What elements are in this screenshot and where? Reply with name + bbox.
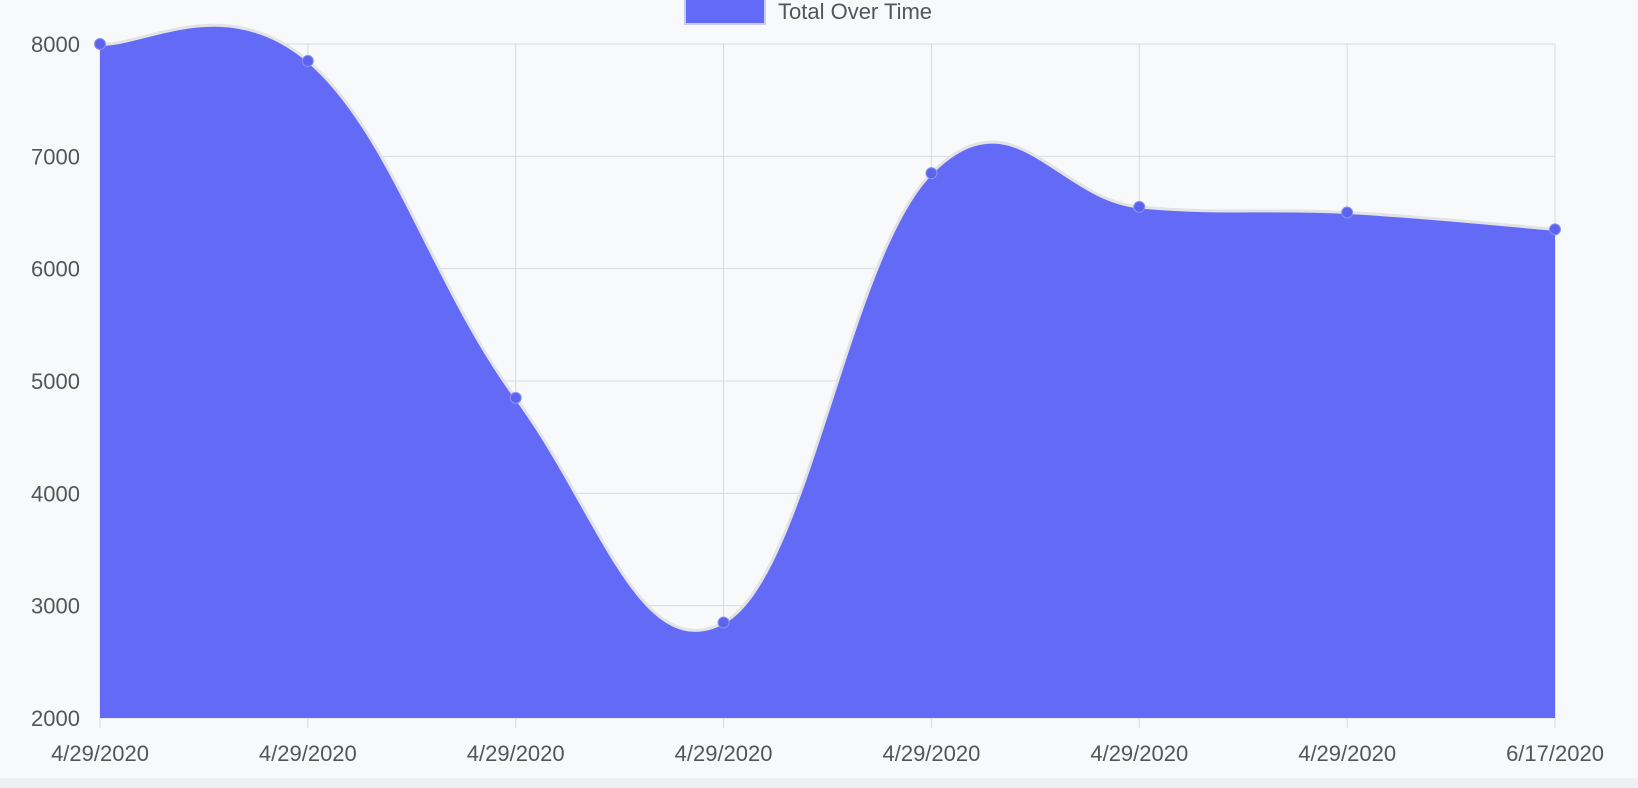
x-tick-label: 4/29/2020 <box>1090 741 1188 766</box>
x-tick-label: 4/29/2020 <box>259 741 357 766</box>
y-tick-label: 5000 <box>31 369 80 394</box>
data-point <box>301 54 314 67</box>
data-point <box>1133 200 1146 213</box>
y-tick-label: 7000 <box>31 144 80 169</box>
x-tick-label: 4/29/2020 <box>1298 741 1396 766</box>
x-tick-label: 4/29/2020 <box>882 741 980 766</box>
legend-label[interactable]: Total Over Time <box>778 0 932 24</box>
x-tick-label: 4/29/2020 <box>675 741 773 766</box>
series-line <box>99 23 1556 632</box>
data-point <box>94 38 106 50</box>
y-tick-label: 8000 <box>31 32 80 57</box>
data-point <box>925 167 938 180</box>
series-area <box>99 23 1556 718</box>
series-area-fill <box>100 25 1555 718</box>
data-points <box>94 38 1561 629</box>
data-point <box>509 391 522 404</box>
legend[interactable]: Total Over Time <box>684 0 932 25</box>
data-point <box>1341 206 1354 219</box>
x-tick-label: 4/29/2020 <box>51 741 149 766</box>
y-tick-label: 4000 <box>31 481 80 506</box>
y-axis-tick-labels: 2000 3000 4000 5000 6000 7000 8000 <box>31 32 80 731</box>
x-tick-label: 6/17/2020 <box>1506 741 1604 766</box>
x-tick-label: 4/29/2020 <box>467 741 565 766</box>
y-tick-label: 3000 <box>31 594 80 619</box>
data-point <box>717 616 730 629</box>
bottom-edge <box>0 778 1638 788</box>
y-tick-label: 2000 <box>31 706 80 731</box>
y-tick-label: 6000 <box>31 257 80 282</box>
x-axis-tick-labels: 4/29/2020 4/29/2020 4/29/2020 4/29/2020 4/29… <box>51 741 1604 766</box>
legend-swatch[interactable] <box>684 0 766 25</box>
data-point <box>1549 223 1561 236</box>
